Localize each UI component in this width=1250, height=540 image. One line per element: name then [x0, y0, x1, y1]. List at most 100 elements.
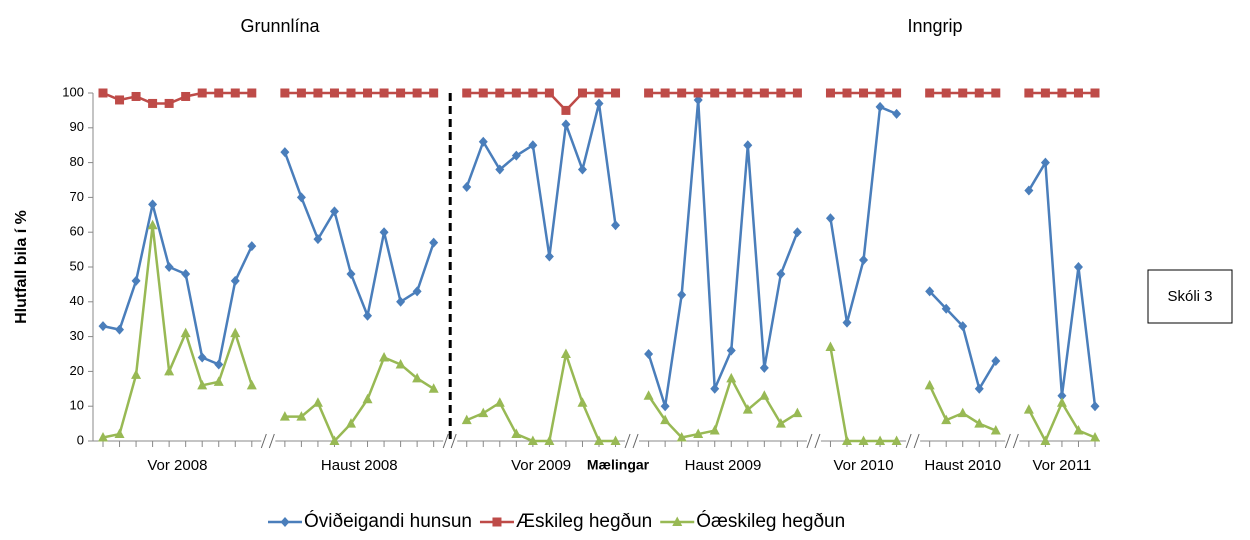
- marker: [858, 435, 869, 445]
- y-tick-label: 70: [70, 189, 84, 204]
- marker: [230, 275, 240, 286]
- marker: [114, 428, 125, 439]
- series-line: [102, 225, 1096, 444]
- marker: [296, 192, 306, 203]
- marker: [577, 397, 588, 407]
- marker: [280, 88, 290, 98]
- marker: [280, 147, 290, 158]
- marker: [346, 418, 356, 428]
- marker: [246, 379, 257, 390]
- marker: [462, 181, 472, 192]
- marker: [346, 268, 356, 279]
- marker: [991, 355, 1001, 366]
- marker: [759, 88, 769, 98]
- marker: [131, 275, 141, 286]
- axis-break: [624, 433, 631, 449]
- marker: [776, 268, 786, 279]
- marker: [660, 401, 670, 412]
- marker: [1024, 185, 1034, 196]
- marker: [528, 88, 538, 98]
- marker: [1073, 88, 1083, 98]
- marker: [792, 88, 802, 98]
- marker: [495, 88, 505, 98]
- marker: [115, 95, 125, 105]
- marker: [561, 119, 571, 130]
- marker: [230, 88, 240, 98]
- legend-label: Óviðeigandi hunsun: [304, 510, 472, 532]
- group-label: Vor 2008: [147, 457, 207, 474]
- marker: [180, 327, 191, 338]
- axis-break: [1012, 433, 1019, 449]
- marker: [396, 88, 406, 98]
- axis-break: [806, 433, 813, 449]
- marker: [164, 262, 174, 272]
- marker: [131, 91, 141, 101]
- marker: [611, 88, 621, 98]
- marker: [1090, 432, 1100, 442]
- marker: [958, 321, 968, 332]
- phase-label: Grunnlína: [240, 16, 320, 36]
- marker: [412, 372, 423, 383]
- marker: [792, 407, 803, 418]
- y-tick-label: 0: [77, 432, 84, 447]
- marker: [776, 88, 786, 98]
- marker: [710, 88, 720, 98]
- marker: [147, 219, 158, 230]
- marker: [710, 383, 720, 394]
- axis-break: [442, 433, 449, 449]
- marker: [98, 88, 108, 98]
- marker: [1040, 435, 1051, 445]
- marker: [379, 227, 389, 238]
- marker: [775, 418, 786, 428]
- marker: [1040, 88, 1050, 98]
- group-label: Haust 2010: [924, 457, 1001, 474]
- y-tick-label: 90: [70, 119, 84, 134]
- marker: [577, 164, 587, 175]
- y-axis-label: Hlutfall bila í %: [13, 210, 30, 324]
- marker: [313, 88, 323, 98]
- marker: [214, 359, 224, 370]
- marker: [875, 88, 885, 98]
- x-axis-label: Mælingar: [587, 457, 650, 473]
- marker: [363, 88, 373, 98]
- marker: [924, 379, 935, 390]
- legend: Óviðeigandi hunsun Æskileg hegðun Óæskileg…: [268, 510, 845, 532]
- marker: [329, 435, 340, 445]
- marker: [230, 327, 241, 338]
- marker: [660, 88, 670, 98]
- marker: [677, 289, 687, 300]
- marker: [1040, 157, 1050, 168]
- marker: [743, 88, 753, 98]
- marker: [974, 418, 985, 428]
- marker: [859, 255, 869, 266]
- axis-break: [905, 433, 912, 449]
- marker: [726, 372, 737, 383]
- marker: [991, 88, 1001, 98]
- marker: [296, 88, 306, 98]
- marker: [164, 365, 175, 376]
- marker: [743, 140, 753, 151]
- marker: [726, 88, 736, 98]
- marker: [561, 105, 571, 115]
- marker: [990, 425, 1001, 435]
- marker: [859, 88, 869, 98]
- marker: [379, 351, 390, 362]
- marker: [429, 237, 439, 248]
- marker: [825, 213, 835, 224]
- marker: [181, 91, 191, 101]
- marker: [412, 88, 422, 98]
- marker: [148, 199, 158, 210]
- marker: [197, 352, 207, 363]
- marker: [544, 88, 554, 98]
- marker: [709, 425, 720, 435]
- marker: [412, 286, 422, 297]
- marker: [197, 379, 208, 390]
- marker: [98, 432, 108, 442]
- marker: [214, 88, 224, 98]
- marker: [644, 349, 654, 359]
- marker: [312, 397, 323, 407]
- marker: [247, 241, 257, 252]
- marker: [346, 88, 356, 98]
- marker: [511, 150, 521, 161]
